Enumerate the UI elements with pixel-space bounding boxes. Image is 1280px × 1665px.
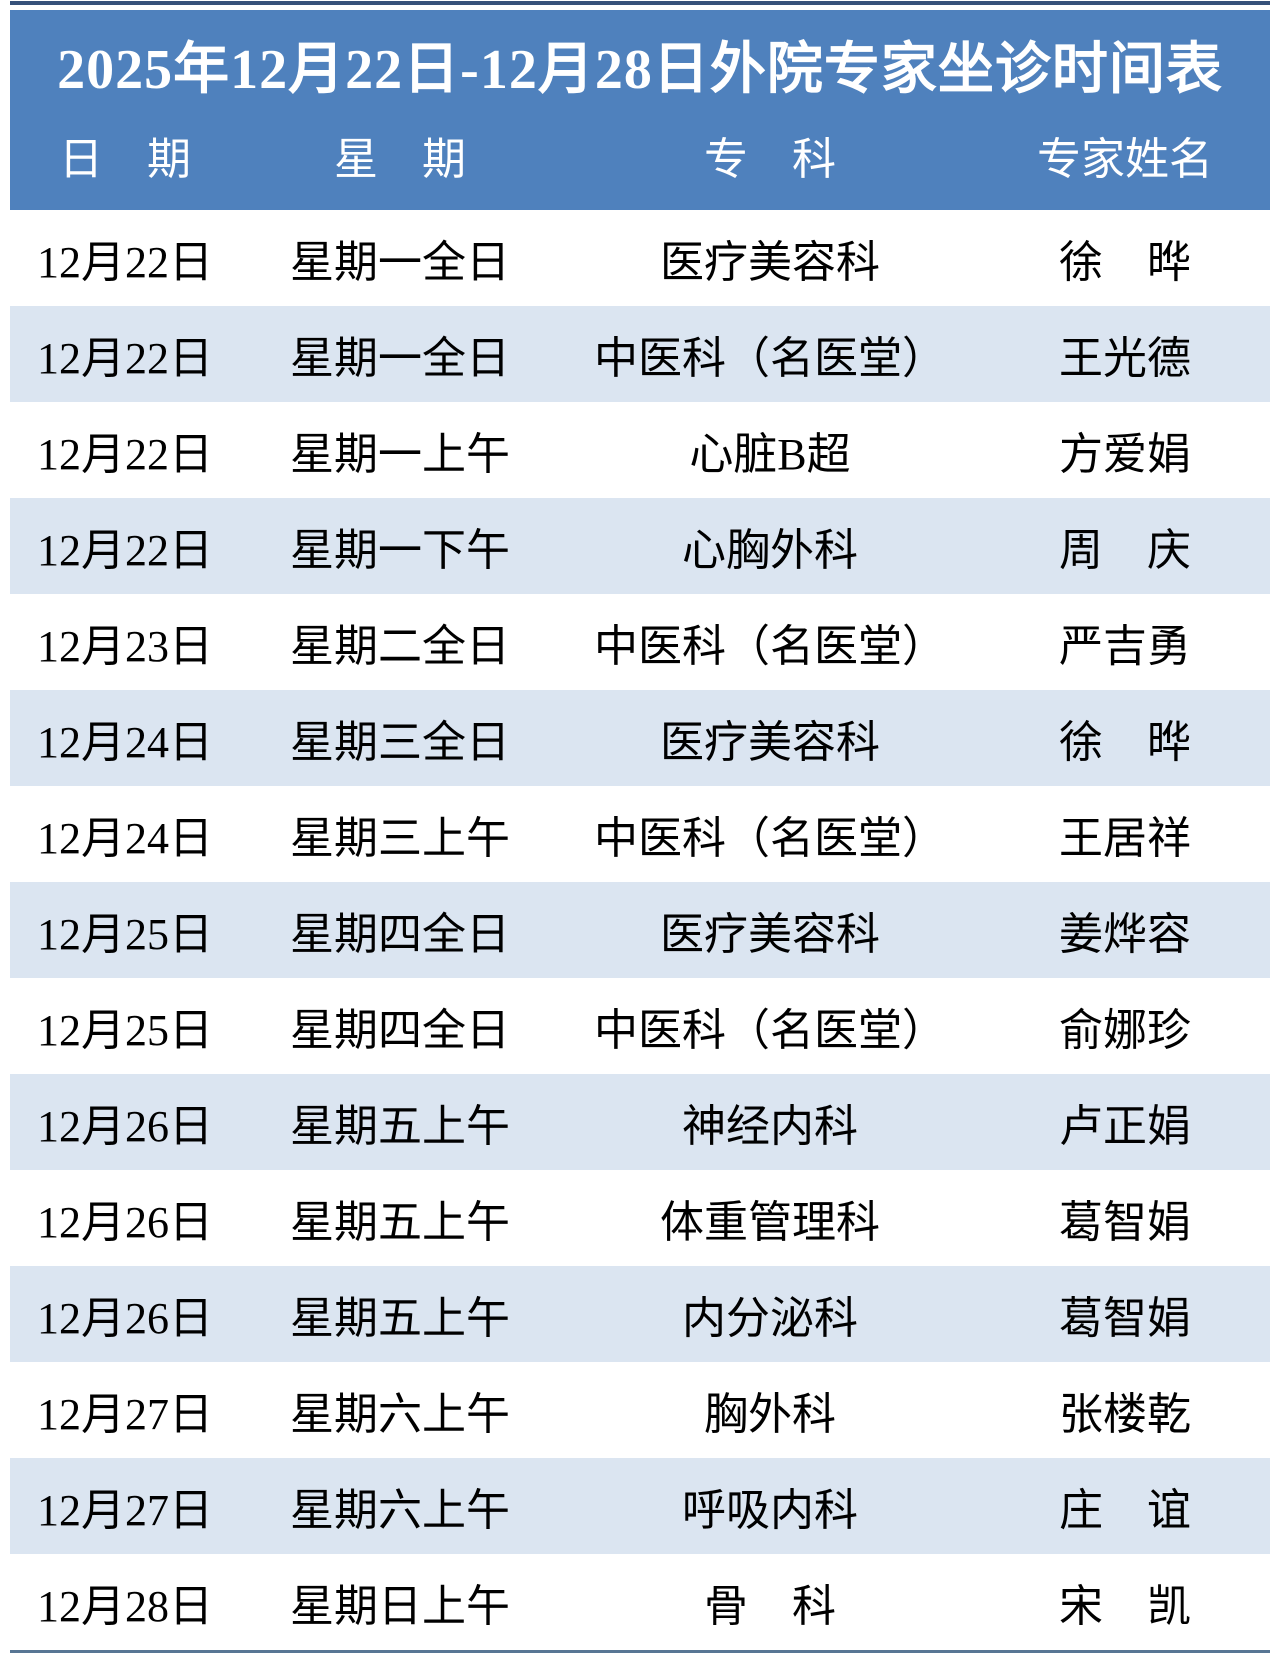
cell-date: 12月23日 — [37, 622, 213, 671]
cell-weekday: 星期一全日 — [290, 238, 510, 287]
table-row: 12月22日 星期一全日 中医科（名医堂） 王光德 — [10, 306, 1270, 402]
cell-expert: 王光德 — [1059, 334, 1191, 383]
cell-date: 12月25日 — [37, 1006, 213, 1055]
cell-expert: 周 庆 — [1059, 526, 1191, 575]
cell-expert: 徐 晔 — [1059, 238, 1191, 287]
cell-expert: 方爱娟 — [1059, 430, 1191, 479]
cell-expert: 俞娜珍 — [1059, 1006, 1191, 1055]
cell-date: 12月27日 — [37, 1390, 213, 1439]
cell-department: 中医科（名医堂） — [594, 814, 946, 863]
cell-expert: 卢正娟 — [1059, 1102, 1191, 1151]
cell-department: 中医科（名医堂） — [594, 1006, 946, 1055]
cell-department: 体重管理科 — [660, 1198, 880, 1247]
table-row: 12月26日 星期五上午 神经内科 卢正娟 — [10, 1074, 1270, 1170]
cell-expert: 严吉勇 — [1059, 622, 1191, 671]
table-row: 12月25日 星期四全日 中医科（名医堂） 俞娜珍 — [10, 978, 1270, 1074]
cell-date: 12月24日 — [37, 814, 213, 863]
cell-date: 12月22日 — [37, 238, 213, 287]
table-row: 12月25日 星期四全日 医疗美容科 姜烨容 — [10, 882, 1270, 978]
cell-date: 12月22日 — [37, 526, 213, 575]
table-row: 12月26日 星期五上午 内分泌科 葛智娟 — [10, 1266, 1270, 1362]
cell-expert: 姜烨容 — [1059, 910, 1191, 959]
cell-weekday: 星期五上午 — [290, 1198, 510, 1247]
cell-expert: 庄 谊 — [1059, 1486, 1191, 1535]
bottom-border-rule — [10, 1650, 1270, 1653]
cell-department: 医疗美容科 — [660, 718, 880, 767]
cell-weekday: 星期一下午 — [290, 526, 510, 575]
cell-date: 12月26日 — [37, 1102, 213, 1151]
cell-department: 医疗美容科 — [660, 910, 880, 959]
cell-department: 骨 科 — [704, 1582, 836, 1631]
column-header-expert: 专家姓名 — [1037, 135, 1213, 184]
cell-date: 12月27日 — [37, 1486, 213, 1535]
cell-department: 胸外科 — [704, 1390, 836, 1439]
cell-department: 神经内科 — [682, 1102, 858, 1151]
cell-expert: 张楼乾 — [1059, 1390, 1191, 1439]
table-header: 2025年12月22日-12月28日外院专家坐诊时间表 日 期 星 期 专 科 … — [10, 10, 1270, 210]
table-row: 12月27日 星期六上午 胸外科 张楼乾 — [10, 1362, 1270, 1458]
cell-date: 12月28日 — [37, 1582, 213, 1631]
cell-weekday: 星期三全日 — [290, 718, 510, 767]
column-header-date: 日 期 — [59, 135, 191, 184]
table-row: 12月23日 星期二全日 中医科（名医堂） 严吉勇 — [10, 594, 1270, 690]
cell-weekday: 星期一上午 — [290, 430, 510, 479]
table-row: 12月24日 星期三全日 医疗美容科 徐 晔 — [10, 690, 1270, 786]
cell-department: 呼吸内科 — [682, 1486, 858, 1535]
cell-weekday: 星期日上午 — [290, 1582, 510, 1631]
cell-weekday: 星期五上午 — [290, 1294, 510, 1343]
table-row: 12月27日 星期六上午 呼吸内科 庄 谊 — [10, 1458, 1270, 1554]
cell-date: 12月26日 — [37, 1198, 213, 1247]
cell-expert: 葛智娟 — [1059, 1294, 1191, 1343]
column-header-department: 专 科 — [704, 135, 836, 184]
cell-expert: 葛智娟 — [1059, 1198, 1191, 1247]
cell-weekday: 星期四全日 — [290, 910, 510, 959]
top-border-rule — [10, 1, 1270, 5]
table-row: 12月22日 星期一下午 心胸外科 周 庆 — [10, 498, 1270, 594]
cell-department: 心胸外科 — [682, 526, 858, 575]
cell-date: 12月22日 — [37, 334, 213, 383]
page-title: 2025年12月22日-12月28日外院专家坐诊时间表 — [57, 39, 1223, 101]
table-body: 12月22日 星期一全日 医疗美容科 徐 晔 12月22日 星期一全日 中医科（… — [10, 210, 1270, 1650]
cell-weekday: 星期二全日 — [290, 622, 510, 671]
cell-date: 12月24日 — [37, 718, 213, 767]
cell-department: 中医科（名医堂） — [594, 334, 946, 383]
table-row: 12月28日 星期日上午 骨 科 宋 凯 — [10, 1554, 1270, 1650]
cell-date: 12月22日 — [37, 430, 213, 479]
table-row: 12月26日 星期五上午 体重管理科 葛智娟 — [10, 1170, 1270, 1266]
cell-weekday: 星期三上午 — [290, 814, 510, 863]
cell-weekday: 星期六上午 — [290, 1486, 510, 1535]
cell-department: 中医科（名医堂） — [594, 622, 946, 671]
cell-weekday: 星期六上午 — [290, 1390, 510, 1439]
cell-expert: 宋 凯 — [1059, 1582, 1191, 1631]
table-row: 12月22日 星期一上午 心脏B超 方爱娟 — [10, 402, 1270, 498]
cell-date: 12月25日 — [37, 910, 213, 959]
cell-department: 医疗美容科 — [660, 238, 880, 287]
cell-department: 内分泌科 — [682, 1294, 858, 1343]
column-header-weekday: 星 期 — [334, 135, 466, 184]
cell-weekday: 星期一全日 — [290, 334, 510, 383]
cell-date: 12月26日 — [37, 1294, 213, 1343]
cell-expert: 徐 晔 — [1059, 718, 1191, 767]
table-row: 12月22日 星期一全日 医疗美容科 徐 晔 — [10, 210, 1270, 306]
cell-department: 心脏B超 — [689, 430, 851, 479]
cell-expert: 王居祥 — [1059, 814, 1191, 863]
column-header-row: 日 期 星 期 专 科 专家姓名 — [10, 132, 1270, 188]
cell-weekday: 星期五上午 — [290, 1102, 510, 1151]
table-row: 12月24日 星期三上午 中医科（名医堂） 王居祥 — [10, 786, 1270, 882]
cell-weekday: 星期四全日 — [290, 1006, 510, 1055]
